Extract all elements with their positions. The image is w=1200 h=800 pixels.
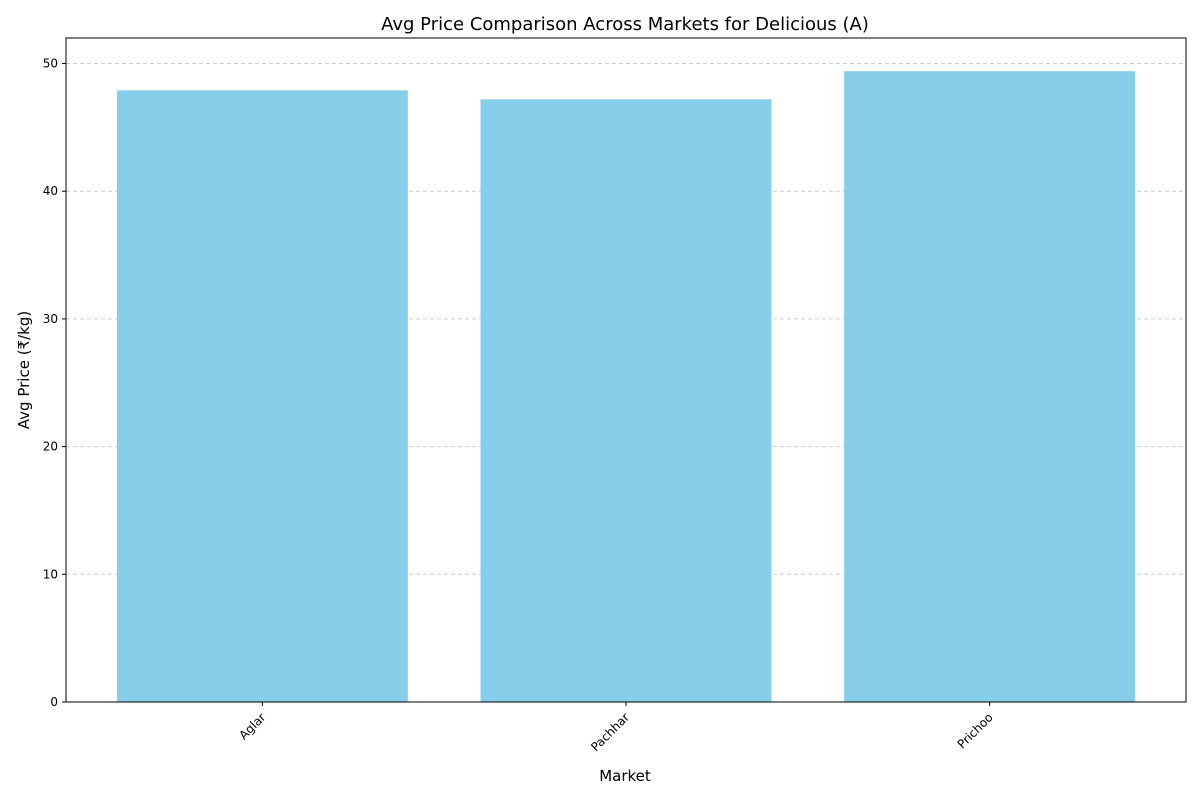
x-axis-title: Market xyxy=(599,767,651,785)
y-tick-label: 50 xyxy=(43,57,58,71)
bar-prichoo xyxy=(844,71,1136,702)
y-tick-label: 10 xyxy=(43,567,58,581)
y-tick-label: 40 xyxy=(43,184,58,198)
y-ticks: 0 10 20 30 40 50 xyxy=(43,57,66,709)
bar-pachhar xyxy=(480,99,772,703)
y-tick-label: 20 xyxy=(43,440,58,454)
bar-aglar xyxy=(116,90,408,703)
y-tick-label: 30 xyxy=(43,312,58,326)
y-axis-title: Avg Price (₹/kg) xyxy=(15,311,33,429)
chart-title: Avg Price Comparison Across Markets for … xyxy=(381,14,869,35)
bars xyxy=(116,71,1136,703)
y-tick-label: 0 xyxy=(50,695,58,709)
